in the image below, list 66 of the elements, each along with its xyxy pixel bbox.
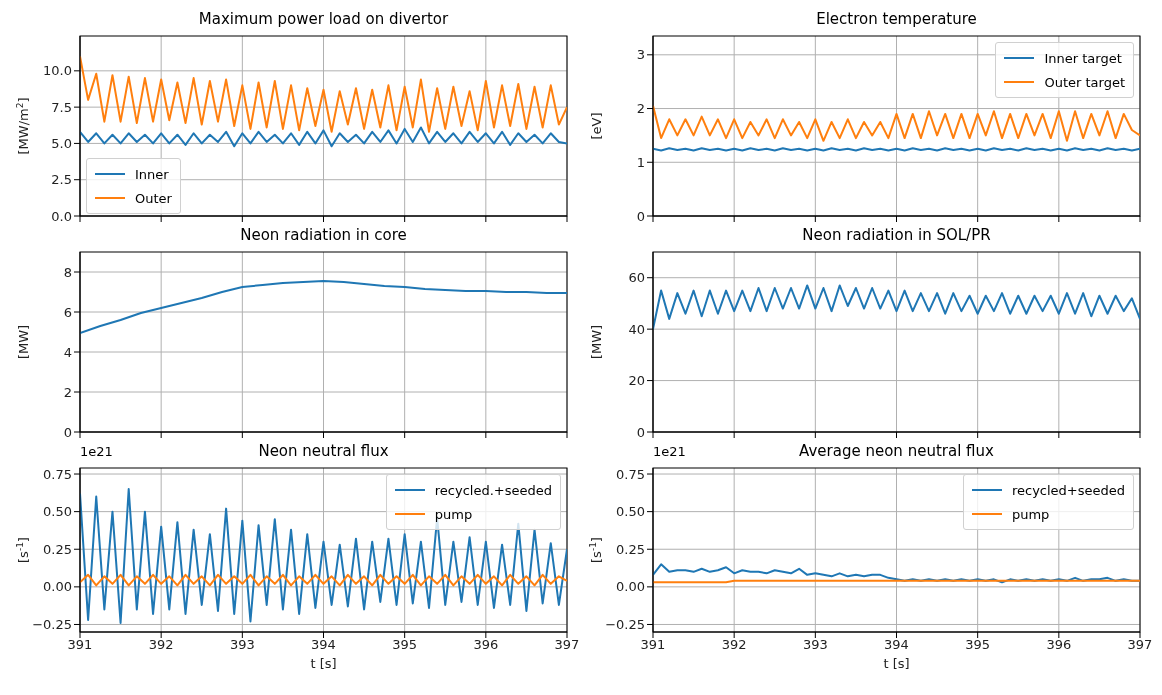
x-tick-label: 391 (640, 637, 666, 653)
x-tick-label: 393 (229, 637, 255, 653)
x-tick-label: 392 (148, 637, 174, 653)
chart-title: Average neon neutral flux (799, 442, 994, 460)
y-tick-label: 0.25 (616, 541, 645, 557)
x-tick-label: 397 (1127, 637, 1153, 653)
y-tick-label: −0.25 (32, 617, 72, 633)
legend-label: recycled+seeded (1011, 482, 1125, 498)
y-tick-label: 1 (636, 154, 645, 170)
y-tick-label: 0 (636, 208, 645, 224)
y-tick-label: −0.25 (605, 617, 645, 633)
y-tick-label: 0.75 (43, 466, 72, 482)
text: 1e21 (80, 444, 113, 459)
y-tick-label: 2 (63, 384, 72, 400)
line-series (80, 126, 567, 148)
y-tick-label: 2.5 (51, 172, 72, 188)
y-tick-label: 0.50 (616, 504, 645, 520)
y-tick-label: 6 (63, 304, 72, 320)
chart-title: Electron temperature (815, 9, 978, 30)
x-axis-title: t [s] (310, 656, 337, 671)
y-tick-label: 2 (636, 101, 645, 117)
y-tick-label: 0 (63, 424, 72, 440)
chart-title: Neon radiation in SOL/PR (801, 225, 992, 246)
text: 1e21 (653, 444, 686, 459)
y-tick-label: 0.25 (43, 541, 72, 557)
legend-label: pump (434, 506, 473, 522)
x-tick-label: 392 (721, 637, 747, 653)
y-tick-label: 10.0 (43, 63, 72, 79)
y-tick-label: 0 (636, 424, 645, 440)
chart-title: Maximum power load on divertor (197, 9, 450, 30)
y-tick-label: 0.0 (51, 208, 72, 224)
y-axis-title: [MW] (16, 324, 31, 360)
legend-label: Outer (135, 190, 172, 206)
x-tick-label: 396 (1046, 637, 1072, 653)
chart-title: Neon neutral flux (258, 442, 389, 460)
line-series (80, 280, 567, 334)
legend-label: pump (1011, 506, 1050, 522)
legend-label: Inner (135, 166, 169, 182)
x-tick-label: 395 (392, 637, 418, 653)
legend-label: Outer target (1044, 74, 1125, 90)
x-tick-label: 394 (884, 637, 909, 653)
x-tick-label: 393 (802, 637, 828, 653)
y-tick-label: 60 (628, 270, 645, 286)
x-tick-label: 397 (554, 637, 580, 653)
legend-label: Inner target (1044, 50, 1122, 66)
y-tick-label: 0.75 (616, 466, 645, 482)
y-tick-label: 20 (628, 373, 645, 389)
y-tick-label: 0.50 (43, 504, 72, 520)
x-tick-label: 394 (311, 637, 336, 653)
x-tick-label: 391 (67, 637, 93, 653)
y-axis-title: [eV] (589, 112, 604, 140)
y-axis-title: [MW] (589, 324, 604, 360)
y-tick-label: 4 (63, 344, 72, 360)
legend-label: recycled.+seeded (434, 482, 552, 498)
y-tick-label: 8 (63, 264, 72, 280)
x-tick-label: 396 (473, 637, 499, 653)
chart-title: Neon radiation in core (239, 225, 408, 246)
y-tick-label: 7.5 (51, 99, 72, 115)
y-tick-label: 5.0 (51, 136, 72, 152)
x-axis-title: t [s] (883, 656, 910, 671)
x-tick-label: 395 (965, 637, 991, 653)
y-tick-label: 0.00 (616, 579, 645, 595)
y-tick-label: 3 (636, 47, 645, 63)
y-tick-label: 0.00 (43, 579, 72, 595)
y-tick-label: 40 (628, 321, 645, 337)
line-series (80, 573, 567, 587)
